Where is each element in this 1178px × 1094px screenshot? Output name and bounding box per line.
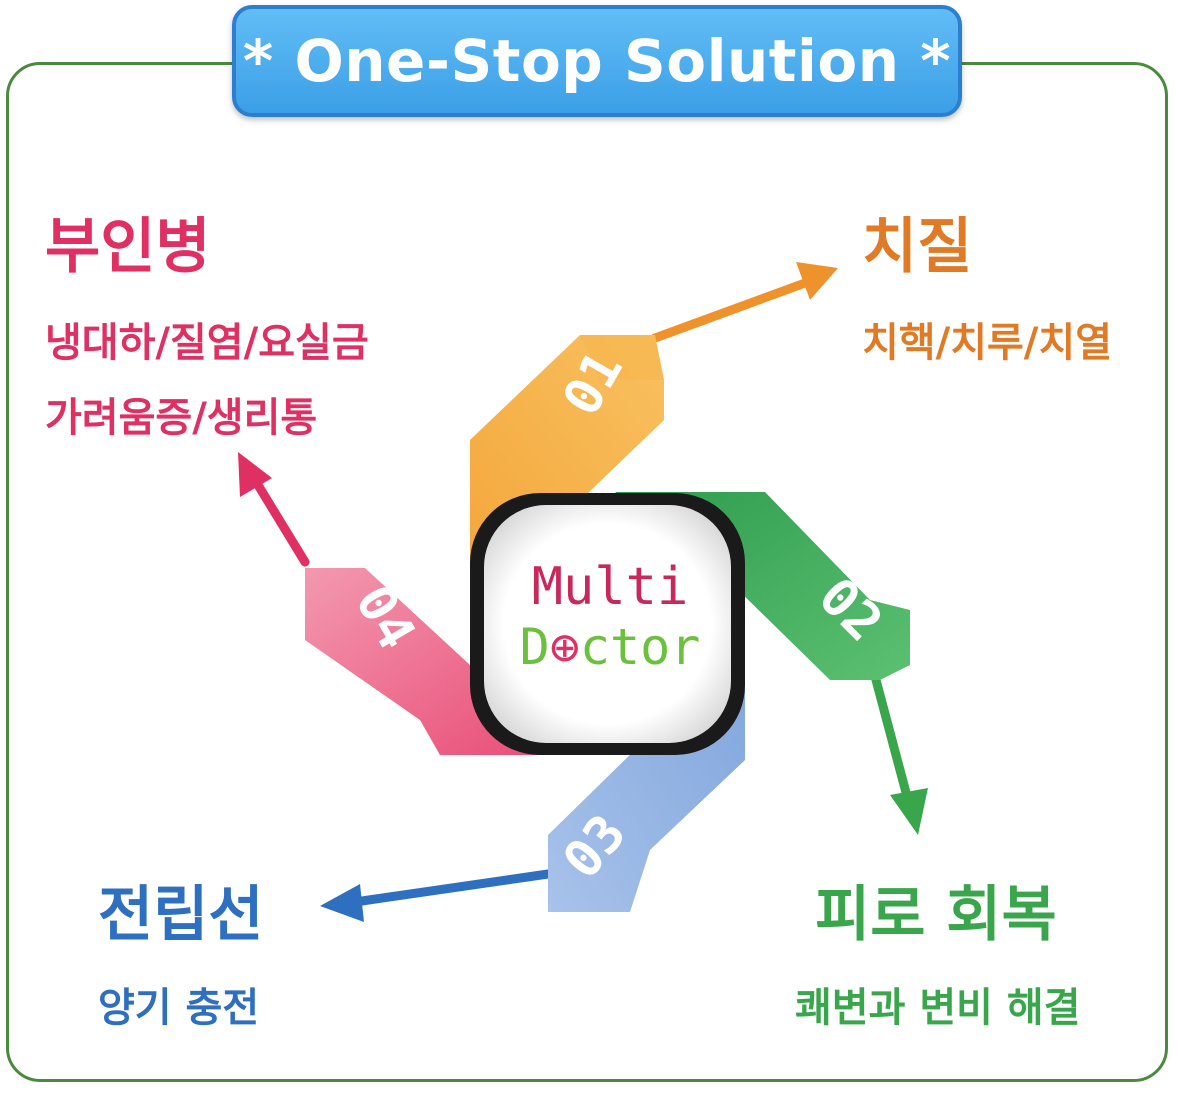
item-01-heading: 치질 [862,212,973,282]
logo-multi: Multi [532,557,689,617]
arrow-01 [650,262,838,343]
item-04-heading: 부인병 [45,212,211,282]
title-text: * One-Stop Solution * [242,27,952,95]
item-02-line-1: 쾌변과 변비 해결 [795,985,1081,1031]
title-banner: * One-Stop Solution * [232,5,962,117]
logo-plus-icon: ⊕ [550,618,580,676]
arrow-03 [320,869,553,922]
logo-doctor-d: D [520,618,550,676]
arrow-02 [871,675,928,835]
logo-doctor-rest: ctor [580,618,700,676]
item-02-heading: 피로 회복 [815,880,1057,950]
center-badge [470,493,745,755]
item-04-line-2: 가려움증/생리통 [45,395,318,441]
item-03-line-1: 양기 충전 [98,985,260,1031]
item-03-heading: 전립선 [98,880,264,950]
logo-doctor: D⊕ctor [520,618,701,676]
arrow-04 [238,452,310,567]
item-01-line-1: 치핵/치루/치열 [862,320,1113,366]
item-04-line-1: 냉대하/질염/요실금 [45,320,369,366]
